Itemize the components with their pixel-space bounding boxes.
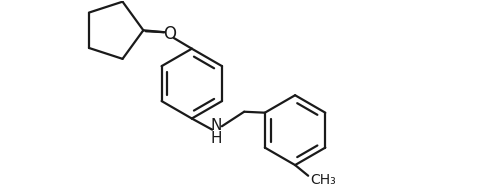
Text: N
H: N H	[210, 118, 222, 146]
Text: O: O	[164, 25, 176, 43]
Text: CH₃: CH₃	[310, 173, 336, 187]
